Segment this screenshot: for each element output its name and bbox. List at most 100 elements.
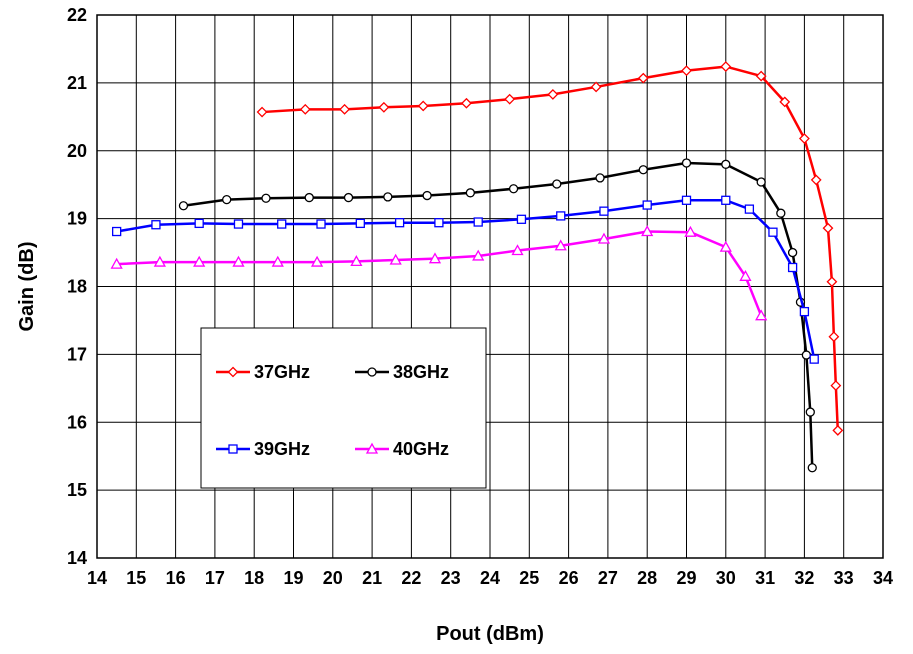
legend-label: 39GHz	[254, 439, 310, 459]
data-point	[642, 200, 652, 210]
data-point	[389, 253, 402, 265]
data-point	[343, 192, 354, 203]
data-point	[799, 306, 810, 317]
data-point	[394, 218, 405, 228]
legend-marker	[227, 366, 239, 378]
data-point	[720, 61, 732, 73]
data-point	[776, 208, 786, 218]
data-point	[316, 219, 326, 229]
data-point	[261, 193, 271, 203]
x-tick-label: 15	[126, 568, 146, 588]
data-point	[832, 424, 844, 436]
data-point	[461, 97, 472, 109]
x-tick-label: 16	[166, 568, 186, 588]
x-axis-title: Pout (dBm)	[436, 623, 544, 645]
x-tick-label: 30	[716, 568, 736, 588]
data-point	[681, 195, 692, 205]
data-point	[744, 204, 755, 214]
data-point	[151, 220, 161, 230]
data-point	[178, 201, 189, 211]
data-point	[779, 96, 791, 108]
legend-label: 37GHz	[254, 362, 310, 382]
data-point	[597, 232, 611, 244]
y-tick-label: 22	[67, 5, 87, 25]
series-39GHz	[112, 195, 819, 364]
data-point	[271, 255, 284, 267]
data-point	[809, 354, 819, 364]
data-point	[739, 269, 752, 281]
legend-entry-40GHz: 40GHz	[355, 439, 449, 459]
legend-marker	[367, 367, 377, 377]
x-tick-label: 31	[755, 568, 775, 588]
x-tick-label: 14	[87, 568, 107, 588]
data-point	[277, 219, 287, 229]
data-point	[807, 463, 817, 473]
x-tick-label: 24	[480, 568, 500, 588]
data-point	[547, 88, 559, 100]
data-point	[641, 225, 654, 237]
x-tick-label: 25	[519, 568, 539, 588]
data-point	[721, 195, 731, 205]
data-point	[552, 179, 562, 189]
data-point	[339, 103, 351, 115]
data-point	[256, 106, 268, 118]
data-point	[801, 350, 812, 360]
x-tick-label: 28	[637, 568, 657, 588]
data-point	[428, 252, 442, 264]
data-point	[768, 227, 778, 237]
data-point	[350, 255, 363, 267]
y-tick-label: 19	[67, 209, 87, 229]
legend-marker	[228, 444, 238, 454]
data-point	[508, 184, 519, 194]
data-point	[798, 133, 810, 144]
data-point	[193, 255, 206, 267]
data-point	[112, 226, 122, 237]
legend-entry-37GHz: 37GHz	[216, 362, 310, 382]
y-tick-label: 18	[67, 277, 87, 297]
data-point	[719, 240, 732, 252]
data-point	[810, 174, 822, 186]
x-tick-label: 34	[873, 568, 893, 588]
y-axis-title: Gain (dB)	[16, 242, 38, 332]
x-tick-label: 26	[559, 568, 579, 588]
data-point	[355, 218, 365, 229]
data-point	[830, 380, 842, 392]
data-point	[378, 101, 390, 113]
data-point	[787, 247, 798, 258]
data-point	[826, 276, 838, 288]
y-tick-label: 20	[67, 141, 87, 161]
data-point	[556, 211, 566, 221]
data-point	[422, 190, 432, 201]
data-point	[194, 218, 204, 229]
data-point	[822, 222, 834, 234]
data-point	[516, 214, 527, 224]
data-point	[599, 206, 609, 216]
data-point	[755, 70, 767, 82]
data-point	[110, 257, 123, 269]
x-tick-label: 19	[283, 568, 303, 588]
data-point	[721, 159, 731, 169]
series-40GHz	[110, 225, 768, 321]
data-point	[684, 225, 697, 237]
data-point	[417, 100, 429, 112]
data-point	[232, 255, 245, 267]
y-tick-label: 21	[67, 73, 87, 93]
data-point	[805, 407, 815, 417]
data-point	[756, 177, 766, 187]
x-tick-label: 29	[676, 568, 696, 588]
data-point	[755, 309, 768, 321]
data-point	[828, 331, 840, 343]
data-point	[472, 249, 485, 261]
data-point	[310, 255, 324, 267]
legend: 37GHz 38GHz 39GHz 40GHz	[200, 327, 487, 489]
data-point	[554, 239, 567, 251]
y-tick-label: 17	[67, 344, 87, 364]
data-point	[511, 244, 524, 256]
y-tick-label: 14	[67, 548, 87, 568]
x-tick-label: 27	[598, 568, 618, 588]
series-37GHz	[256, 61, 844, 436]
series-38GHz	[178, 158, 817, 473]
x-tick-label: 17	[205, 568, 225, 588]
